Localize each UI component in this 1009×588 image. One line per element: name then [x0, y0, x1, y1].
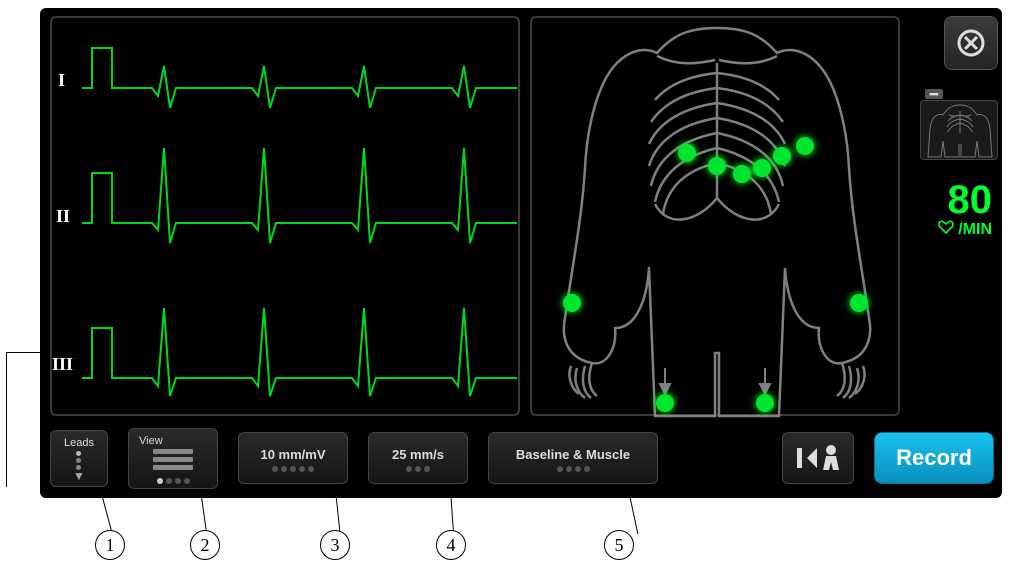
ecg-trace-III: [82, 308, 517, 396]
callout-leader-main: [6, 352, 40, 353]
filter-selector-button[interactable]: Baseline & Muscle: [488, 432, 658, 484]
patient-prev-icon: [793, 440, 843, 476]
callout-3: 3: [320, 530, 350, 560]
speed-label: 25 mm/s: [392, 447, 444, 462]
leads-selector-button[interactable]: Leads ▼: [50, 430, 108, 487]
record-label: Record: [896, 445, 972, 471]
lead-label-III: III: [52, 354, 73, 375]
leads-label: Leads: [64, 437, 94, 449]
bottom-toolbar: Leads ▼ View 10 mm/mV 25 mm/s Baseline &…: [50, 426, 994, 490]
body-thumbnail[interactable]: ━: [920, 100, 998, 160]
heart-rate-unit-text: /MIN: [958, 221, 992, 238]
heart-rate-display: 80 /MIN: [908, 180, 998, 239]
lead-label-II: II: [56, 206, 70, 227]
record-button[interactable]: Record: [874, 432, 994, 484]
ecg-device-screen: I II III: [40, 8, 1002, 498]
view-selector-button[interactable]: View: [128, 428, 218, 489]
gain-selector-button[interactable]: 10 mm/mV: [238, 432, 348, 484]
ecg-waveform-svg: [52, 18, 522, 418]
close-icon: [956, 28, 986, 58]
torso-svg: [532, 18, 902, 418]
lead-label-I: I: [58, 70, 65, 91]
view-icon: [153, 449, 193, 470]
close-button[interactable]: [944, 16, 998, 70]
ecg-trace-II: [82, 148, 517, 243]
right-column: ━ 80 /MIN: [908, 16, 998, 416]
patient-position-button[interactable]: [782, 432, 854, 484]
view-label: View: [139, 435, 163, 447]
speed-selector-button[interactable]: 25 mm/s: [368, 432, 468, 484]
ecg-waveform-panel: I II III: [50, 16, 520, 416]
thumbnail-torso-icon: [921, 101, 999, 161]
callout-4: 4: [436, 530, 466, 560]
gain-label: 10 mm/mV: [260, 447, 325, 462]
heart-rate-value: 80: [908, 180, 992, 220]
heart-icon: [938, 220, 954, 239]
callout-2: 2: [190, 530, 220, 560]
minimize-icon[interactable]: ━: [925, 89, 943, 99]
callout-leader-main-v: [6, 352, 7, 487]
ecg-trace-I: [82, 48, 517, 108]
callout-5: 5: [604, 530, 634, 560]
heart-rate-unit: /MIN: [908, 220, 992, 239]
electrode-placement-panel: [530, 16, 900, 416]
leads-icon: ▼: [73, 451, 85, 480]
filter-label: Baseline & Muscle: [516, 447, 630, 462]
callout-1: 1: [95, 530, 125, 560]
